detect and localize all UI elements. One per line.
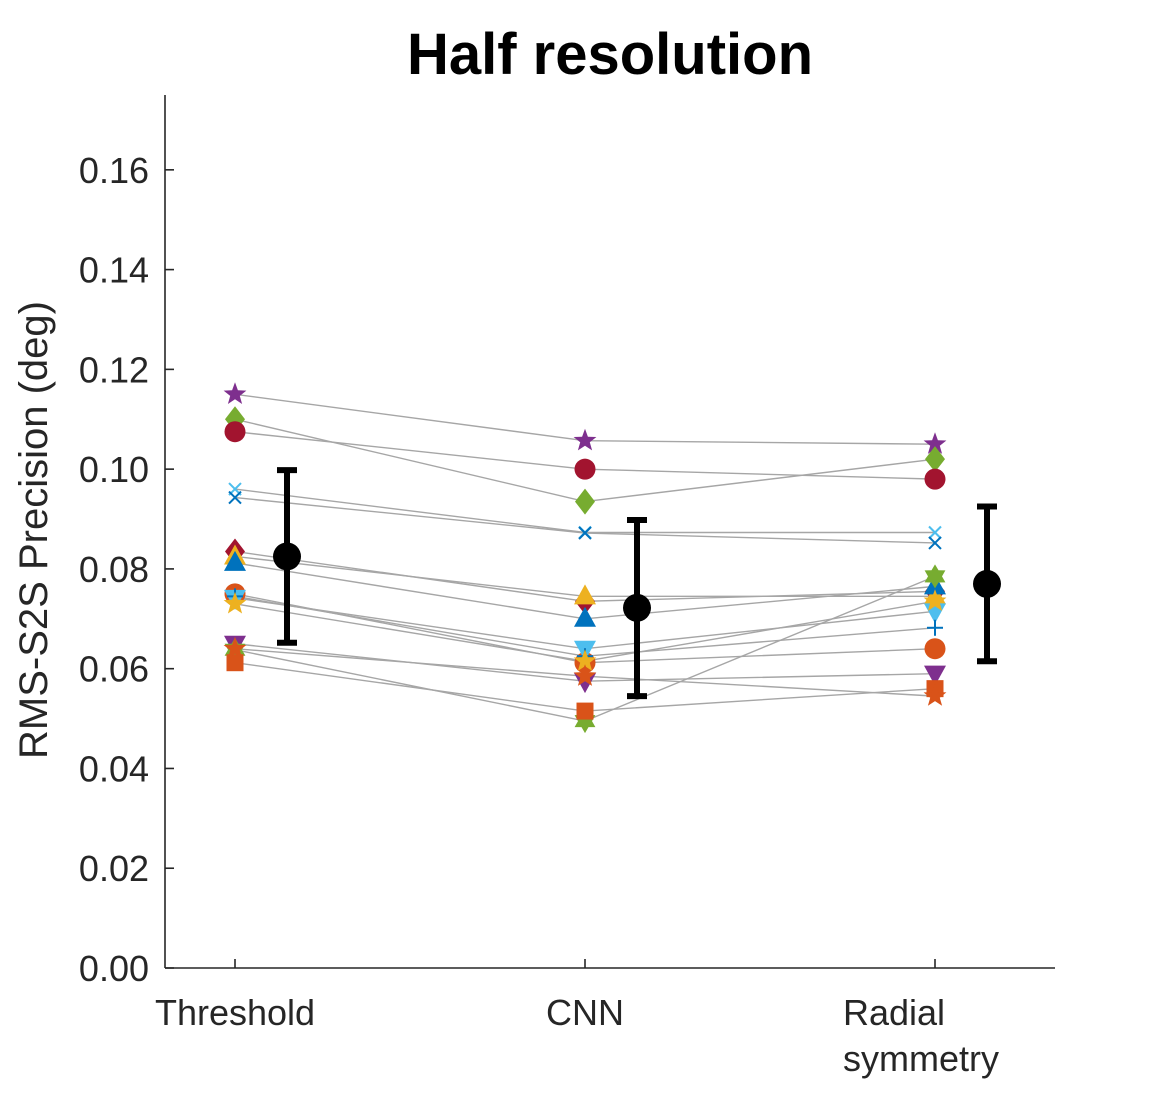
x-tick-label-line: symmetry — [843, 1038, 999, 1079]
data-point-x — [928, 525, 942, 540]
data-point-star — [223, 636, 247, 659]
data-point-star — [923, 684, 947, 706]
y-tick-label: 0.12 — [79, 349, 149, 390]
mean-marker — [273, 542, 301, 571]
y-axis-label: RMS-S2S Precision (deg) — [12, 301, 56, 759]
data-markers — [223, 382, 947, 734]
x-tick-label: Radial symmetry — [843, 992, 999, 1079]
x-tick-label: Threshold — [155, 992, 315, 1033]
data-point-x — [578, 526, 592, 540]
x-tick-label-line: Threshold — [155, 992, 315, 1033]
data-point-down-triangle — [574, 673, 596, 694]
y-tick-label: 0.10 — [79, 449, 149, 490]
data-point-star — [223, 591, 247, 614]
data-point-star — [923, 432, 947, 454]
data-point-down-triangle — [924, 665, 946, 686]
data-point-star — [923, 589, 947, 611]
mean-marker — [623, 593, 651, 622]
x-tick-label-line: Radial — [843, 992, 945, 1033]
data-point-x — [928, 536, 942, 550]
data-point-x — [228, 490, 242, 505]
data-point-circle — [924, 468, 946, 490]
x-stroke — [928, 536, 942, 550]
data-point-plus — [927, 619, 943, 636]
y-tick-label: 0.16 — [79, 150, 149, 191]
axes: 0.00 0.02 0.04 0.06 0.08 0.10 0.12 0.14 0.16 Thre… — [79, 95, 1055, 1079]
data-point-diamond — [575, 488, 595, 515]
data-point-star — [573, 428, 597, 451]
data-point-up-triangle — [224, 550, 246, 571]
data-point-circle — [224, 421, 246, 443]
data-point-star — [573, 664, 597, 686]
y-tick-label: 0.02 — [79, 848, 149, 889]
x-stroke — [578, 526, 592, 540]
x-stroke — [928, 525, 942, 540]
data-point-hexagram — [924, 564, 946, 589]
data-point-circle — [574, 458, 596, 480]
data-point-circle — [924, 638, 946, 660]
data-point-star — [573, 649, 597, 671]
y-tick-label: 0.08 — [79, 549, 149, 590]
chart-title: Half resolution — [407, 22, 813, 87]
data-point-up-triangle — [574, 606, 596, 627]
x-tick-label: CNN — [546, 992, 624, 1033]
x-tick-label-line: CNN — [546, 992, 624, 1033]
data-point-up-triangle — [574, 584, 596, 605]
y-tick-label: 0.04 — [79, 748, 149, 789]
mean-error-bars — [273, 467, 1001, 700]
data-point-square — [576, 702, 594, 720]
data-point-diamond — [925, 446, 945, 473]
data-point-square — [226, 654, 244, 672]
x-stroke — [228, 490, 242, 505]
y-tick-label: 0.00 — [79, 948, 149, 989]
y-tick-label: 0.06 — [79, 649, 149, 690]
y-tick-label: 0.14 — [79, 250, 149, 291]
mean-marker — [973, 569, 1001, 598]
data-point-star — [223, 382, 247, 404]
